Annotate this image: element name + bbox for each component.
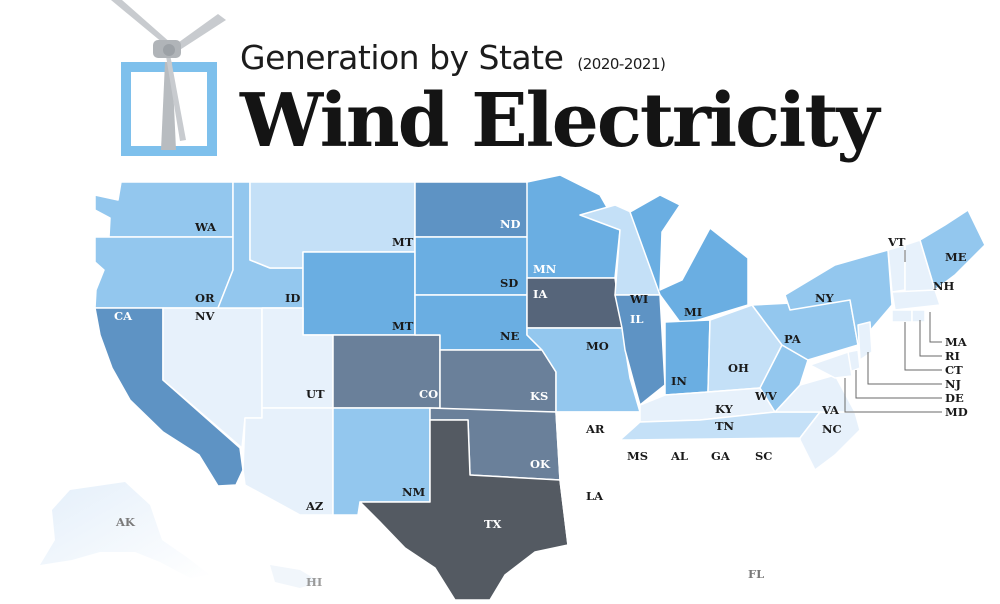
subtitle-years: (2020-2021)	[577, 55, 666, 73]
state-md	[809, 351, 853, 379]
label-al: AL	[670, 449, 688, 463]
label-ny: NY	[815, 291, 835, 305]
label-la: LA	[586, 489, 604, 503]
label-wv: WV	[754, 389, 778, 403]
state-ia	[526, 277, 623, 329]
label-tx: TX	[484, 517, 502, 531]
label-wi: WI	[629, 292, 648, 306]
label-tn: TN	[715, 419, 735, 433]
label-mt-1: MT	[392, 235, 414, 249]
label-il: IL	[630, 312, 643, 326]
label-nc: NC	[822, 422, 842, 436]
state-ny	[784, 249, 893, 346]
label-fl: FL	[748, 567, 764, 581]
label-md: MD	[945, 405, 968, 419]
label-nh: NH	[933, 279, 955, 293]
label-wa: WA	[194, 220, 217, 234]
state-hi	[270, 565, 320, 588]
state-ak	[40, 482, 210, 578]
label-me: ME	[945, 250, 967, 264]
label-pa: PA	[784, 332, 802, 346]
label-mi: MI	[684, 305, 702, 319]
label-ms: MS	[627, 449, 648, 463]
label-nj: NJ	[945, 377, 961, 391]
label-ne: NE	[500, 329, 520, 343]
label-vt: VT	[887, 235, 906, 249]
label-ar: AR	[585, 422, 605, 436]
header-subtitle: Generation by State (2020-2021)	[240, 38, 666, 77]
label-mn: MN	[533, 262, 557, 276]
label-az: AZ	[305, 499, 323, 513]
label-co: CO	[419, 387, 438, 401]
label-ri: RI	[945, 349, 960, 363]
label-or: OR	[195, 291, 215, 305]
label-mt-2: MT	[392, 319, 414, 333]
northeast-leader-lines	[844, 250, 942, 413]
state-mi	[629, 194, 749, 326]
label-ma: MA	[945, 335, 968, 349]
label-ga: GA	[711, 449, 731, 463]
state-wv	[759, 344, 809, 413]
label-ky: KY	[715, 402, 734, 416]
label-nv: NV	[195, 309, 216, 323]
label-ia: IA	[533, 287, 548, 301]
label-id: ID	[285, 291, 300, 305]
label-mo: MO	[586, 339, 609, 353]
state-ri	[911, 309, 926, 323]
label-in: IN	[671, 374, 687, 388]
label-ct: CT	[945, 363, 963, 377]
state-al	[647, 444, 711, 521]
state-la	[559, 469, 611, 546]
state-ms	[604, 444, 651, 521]
label-hi: HI	[306, 575, 322, 589]
state-nj	[857, 321, 873, 361]
label-sc: SC	[755, 449, 772, 463]
label-ak: AK	[115, 515, 136, 529]
label-oh: OH	[728, 361, 749, 375]
state-ma	[891, 289, 941, 311]
label-sd: SD	[500, 276, 518, 290]
state-ct	[891, 309, 913, 323]
label-nd: ND	[500, 217, 521, 231]
page-title: Wind Electricity	[240, 78, 880, 164]
label-de: DE	[945, 391, 964, 405]
label-ks: KS	[530, 389, 548, 403]
state-fl	[659, 519, 811, 601]
label-ok: OK	[530, 457, 551, 471]
label-nm: NM	[402, 485, 426, 499]
label-ca: CA	[114, 309, 133, 323]
wind-turbine-icon	[111, 0, 226, 156]
label-ut: UT	[306, 387, 325, 401]
subtitle-text: Generation by State	[240, 38, 564, 77]
label-va: VA	[821, 403, 840, 417]
